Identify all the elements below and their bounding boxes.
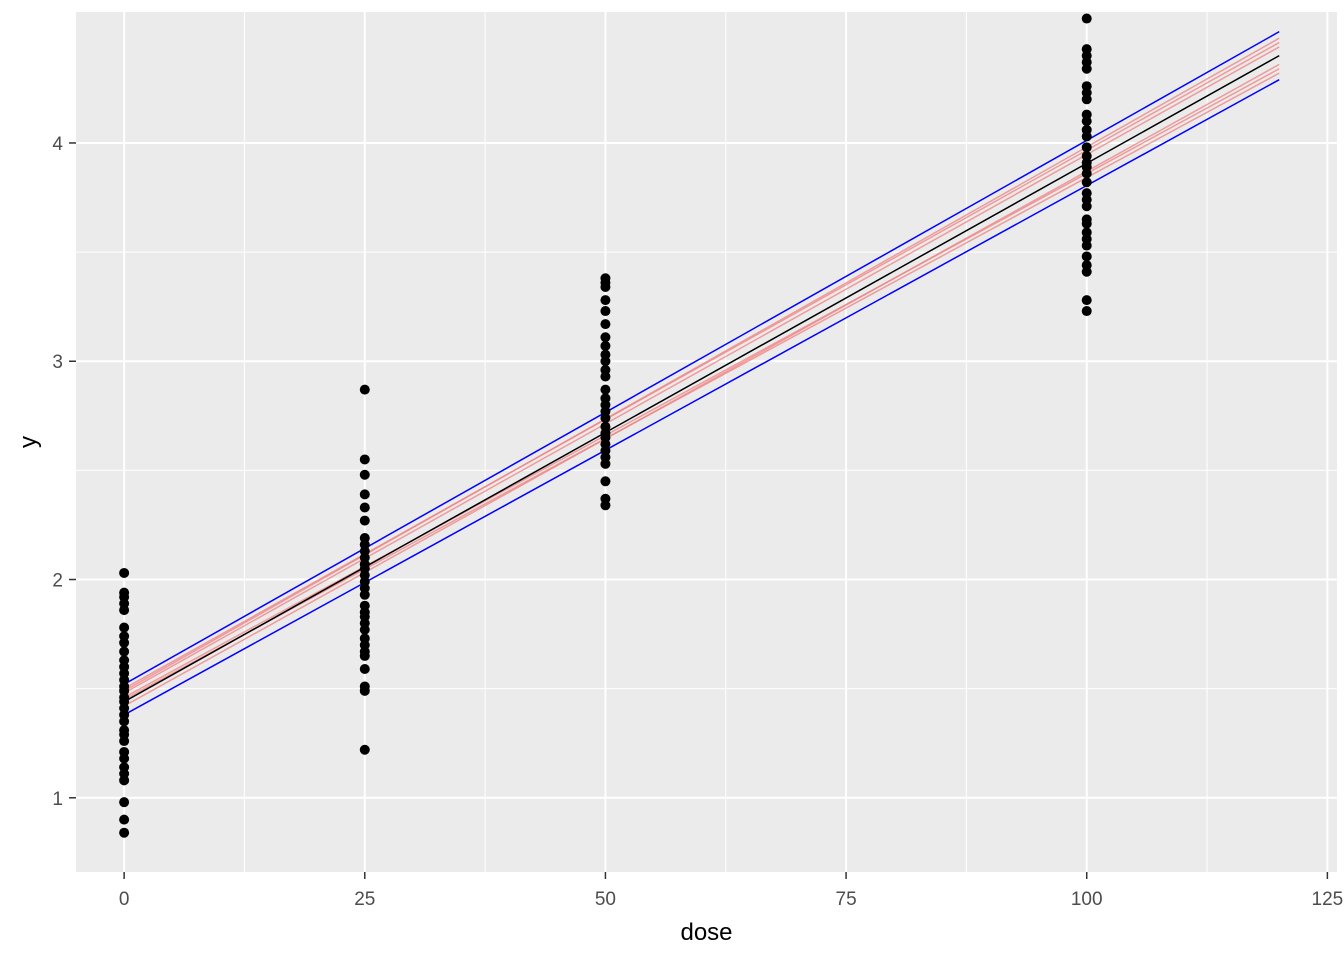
minor-gridlines xyxy=(76,12,1337,872)
data-point xyxy=(359,502,370,513)
data-point xyxy=(119,814,130,825)
data-point xyxy=(119,631,130,642)
data-point xyxy=(359,744,370,755)
data-point xyxy=(600,306,611,317)
y-tick-label: 3 xyxy=(52,352,63,373)
x-tick-label: 75 xyxy=(836,889,857,910)
data-point xyxy=(600,421,611,432)
x-tick-label: 50 xyxy=(595,889,616,910)
data-point xyxy=(600,273,611,284)
y-tick-label: 1 xyxy=(52,789,63,810)
y-axis: 1 2 3 4 xyxy=(52,134,76,810)
data-point xyxy=(1081,109,1092,120)
data-point xyxy=(1081,151,1092,162)
y-axis-title: y xyxy=(15,436,42,448)
data-point xyxy=(119,646,130,657)
data-point xyxy=(359,633,370,644)
x-tick-label: 25 xyxy=(354,889,375,910)
data-point xyxy=(359,489,370,500)
data-point xyxy=(600,393,611,404)
data-point xyxy=(119,746,130,757)
data-point xyxy=(1081,124,1092,135)
data-point xyxy=(600,476,611,487)
data-point xyxy=(1081,13,1092,24)
data-point xyxy=(600,384,611,395)
data-point xyxy=(119,567,130,578)
data-point xyxy=(1081,44,1092,55)
x-tick-label: 0 xyxy=(119,889,130,910)
data-point xyxy=(1081,260,1092,271)
data-point xyxy=(359,454,370,465)
x-tick-label: 100 xyxy=(1071,889,1103,910)
data-point xyxy=(600,349,611,360)
data-point xyxy=(1081,306,1092,317)
data-point xyxy=(359,384,370,395)
data-point xyxy=(600,319,611,330)
y-tick-label: 4 xyxy=(52,134,63,155)
y-tick-label: 2 xyxy=(52,571,63,592)
data-point xyxy=(359,600,370,611)
data-point xyxy=(1081,227,1092,238)
data-point xyxy=(1081,295,1092,306)
x-tick-label: 125 xyxy=(1312,889,1344,910)
data-point xyxy=(119,655,130,666)
data-point xyxy=(600,340,611,351)
data-point xyxy=(600,364,611,375)
x-axis: 0 25 50 75 100 125 xyxy=(119,872,1343,910)
data-point xyxy=(359,681,370,692)
data-point xyxy=(1081,81,1092,92)
data-point xyxy=(1081,214,1092,225)
data-point xyxy=(1081,177,1092,188)
data-point xyxy=(119,587,130,598)
data-point xyxy=(119,797,130,808)
data-point xyxy=(119,622,130,633)
data-point xyxy=(119,725,130,736)
data-point xyxy=(1081,251,1092,262)
data-point xyxy=(359,664,370,675)
x-axis-title: dose xyxy=(680,919,732,946)
data-point xyxy=(359,515,370,526)
data-point xyxy=(600,332,611,343)
data-point xyxy=(359,533,370,544)
data-point xyxy=(119,762,130,773)
data-point xyxy=(1081,142,1092,153)
data-point xyxy=(600,295,611,306)
data-point xyxy=(600,493,611,504)
data-point xyxy=(359,469,370,480)
data-points xyxy=(119,13,1092,838)
data-point xyxy=(119,827,130,838)
data-point xyxy=(1081,188,1092,199)
